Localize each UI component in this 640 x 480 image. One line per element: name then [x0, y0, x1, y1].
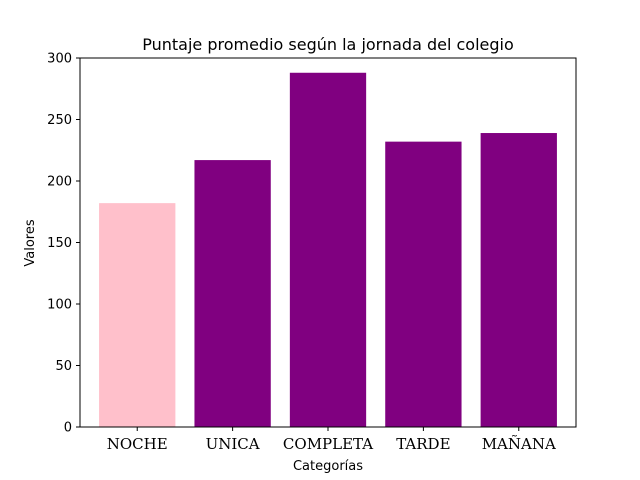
x-tick-label: NOCHE: [107, 435, 168, 453]
bar-unica: [194, 160, 271, 427]
y-tick-label: 250: [47, 113, 72, 128]
y-axis-label: Valores: [23, 219, 38, 266]
x-tick-label: COMPLETA: [283, 435, 373, 453]
y-tick-label: 200: [47, 175, 72, 190]
bar-mañana: [480, 133, 557, 427]
y-axis: 0 50 100 150 200 250 300: [47, 52, 80, 436]
bar-noche: [99, 203, 176, 427]
x-tick-label: MAÑANA: [482, 435, 556, 453]
y-tick-label: 300: [47, 52, 72, 67]
x-tick-label: TARDE: [396, 435, 450, 453]
x-tick-label: UNICA: [206, 435, 260, 453]
y-tick-label: 100: [47, 298, 72, 313]
y-tick-label: 50: [55, 359, 72, 374]
bars-group: [99, 72, 557, 427]
x-axis: NOCHE UNICA COMPLETA TARDE MAÑANA: [107, 427, 556, 453]
chart-title: Puntaje promedio según la jornada del co…: [142, 35, 514, 54]
bar-completa: [289, 72, 367, 427]
y-tick-label: 0: [64, 421, 72, 436]
x-axis-label: Categorías: [293, 459, 363, 474]
bar-tarde: [385, 141, 462, 427]
y-tick-label: 150: [47, 236, 72, 251]
